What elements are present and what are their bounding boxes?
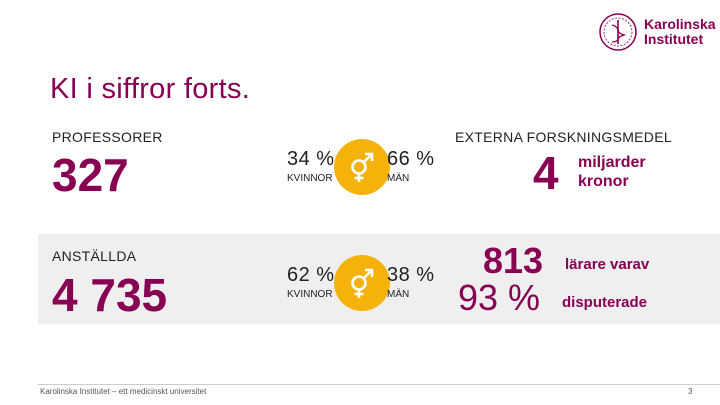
funding-unit-line1: miljarder <box>578 154 646 171</box>
logo-text-line2: Institutet <box>644 31 704 47</box>
employees-value: 4 735 <box>52 269 168 321</box>
teachers-text: lärare varav <box>565 256 650 273</box>
funding-value: 4 <box>533 147 559 199</box>
teachers-pct: 93 % <box>458 277 541 318</box>
karolinska-seal-icon <box>599 13 637 51</box>
employees-women-pct: 62 % <box>287 264 335 286</box>
funding-unit-line2: kronor <box>578 173 629 190</box>
teachers-pct-text: disputerade <box>562 294 648 311</box>
professors-men-label: MÄN <box>387 173 410 184</box>
professors-label: PROFESSORER <box>52 129 163 145</box>
funding-label: EXTERNA FORSKNINGSMEDEL <box>455 129 672 145</box>
footer-caption: Karolinska Institutet – ett medicinskt u… <box>40 387 207 396</box>
teachers-value: 813 <box>483 240 544 281</box>
gender-symbol-icon <box>351 152 374 182</box>
professors-men-pct: 66 % <box>387 148 435 170</box>
employees-women-label: KVINNOR <box>287 289 333 300</box>
footer-divider <box>38 384 720 385</box>
logo[interactable]: Karolinska Institutet <box>598 12 716 52</box>
page-number: 3 <box>688 387 693 396</box>
employees-gender-badge <box>334 255 390 311</box>
logo-text-line1: Karolinska <box>644 16 716 33</box>
page-title: KI i siffror forts. <box>50 73 251 105</box>
gender-symbol-icon <box>351 268 374 298</box>
professors-women-label: KVINNOR <box>287 173 333 184</box>
professors-women-pct: 34 % <box>287 148 335 170</box>
professors-value: 327 <box>52 149 129 201</box>
employees-men-label: MÄN <box>387 289 410 300</box>
professors-gender-badge <box>334 139 390 195</box>
employees-label: ANSTÄLLDA <box>52 248 137 264</box>
employees-men-pct: 38 % <box>387 264 435 286</box>
